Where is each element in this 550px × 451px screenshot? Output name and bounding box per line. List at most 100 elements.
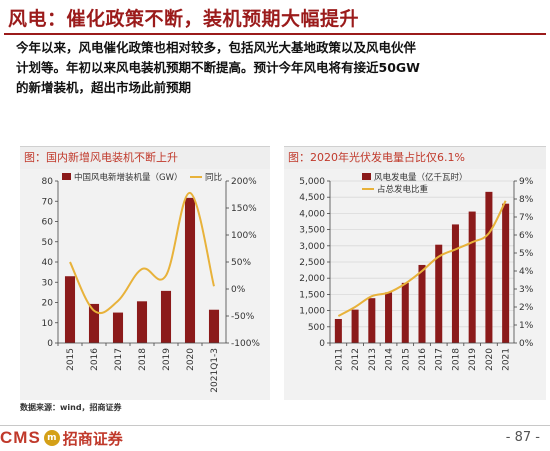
legend-label-line: 同比	[205, 172, 222, 183]
bar	[401, 282, 409, 343]
bar	[351, 309, 359, 343]
logo-cms-text: CMS	[0, 428, 41, 447]
y-left-tick-label: 1,000	[299, 307, 325, 317]
x-tick-label: 2011	[334, 348, 344, 371]
y-left-tick-label: 0	[47, 339, 53, 349]
page-number: - 87 -	[505, 430, 540, 445]
company-logo: CMS m 招商证券	[0, 428, 123, 448]
bar	[368, 298, 376, 343]
body-line-2: 计划等。年初以来风电装机预期不断提高。预计今年风电将有接近50GW	[16, 60, 420, 75]
y-right-tick-label: 4%	[519, 267, 534, 277]
x-tick-label: 2019	[468, 348, 478, 371]
x-tick-label: 2018	[451, 348, 461, 371]
y-right-tick-label: 50%	[231, 258, 251, 268]
y-left-tick-label: 0	[319, 339, 325, 349]
y-right-tick-label: 8%	[519, 195, 534, 205]
y-right-tick-label: 150%	[231, 204, 257, 214]
title-divider	[4, 33, 546, 35]
x-tick-label: 2012	[351, 348, 361, 371]
y-right-tick-label: 5%	[519, 249, 534, 259]
x-tick-label: 2020	[485, 348, 495, 371]
bar	[136, 301, 148, 343]
legend-label-bar: 中国风电新增装机量（GW）	[74, 172, 183, 183]
y-left-tick-label: 5,000	[299, 177, 325, 187]
legend-label-bar: 风电发电量（亿千瓦时）	[374, 172, 468, 183]
y-right-tick-label: 100%	[231, 231, 257, 241]
chart-title: 图：国内新增风电装机不断上升	[20, 147, 270, 169]
bar	[385, 292, 393, 343]
y-left-tick-label: 4,000	[299, 209, 325, 219]
x-tick-label: 2016	[418, 348, 428, 371]
body-line-1: 今年以来，风电催化政策也相对较多，包括风光大基地政策以及风电伙伴	[16, 40, 417, 55]
wind-installation-chart-panel: 图：国内新增风电装机不断上升 0 10 20 30 40 50 60 70 80 -100% -50…	[20, 146, 270, 400]
bar	[334, 318, 342, 343]
x-tick-label: 2021Q1-3	[210, 348, 220, 393]
x-tick-label: 2018	[138, 348, 148, 371]
x-tick-label: 2017	[435, 348, 445, 371]
bar	[184, 197, 196, 343]
bar	[64, 276, 76, 343]
y-left-tick-label: 10	[42, 319, 54, 329]
y-right-tick-label: -50%	[231, 312, 255, 322]
x-tick-label: 2015	[66, 348, 76, 371]
bar	[112, 312, 124, 343]
page-title: 风电：催化政策不断，装机预期大幅提升	[8, 8, 360, 30]
y-left-tick-label: 4,500	[299, 193, 325, 203]
footer-divider	[0, 425, 550, 426]
y-right-tick-label: 2%	[519, 303, 534, 313]
bar	[468, 211, 476, 343]
bar	[502, 203, 510, 343]
bar	[418, 264, 426, 343]
bar	[160, 290, 172, 343]
y-right-tick-label: 3%	[519, 285, 534, 295]
x-tick-label: 2015	[401, 348, 411, 371]
bar	[485, 191, 493, 343]
wind-installation-chart: 0 10 20 30 40 50 60 70 80 -100% -50% 0% 50% 100% 150% 2…	[42, 172, 261, 393]
y-left-tick-label: 2,000	[299, 274, 325, 284]
chart-title: 图：2020年光伏发电量占比仅6.1%	[284, 147, 546, 169]
y-left-tick-label: 50	[42, 238, 54, 248]
body-line-3: 的新增装机，超出市场此前预期	[16, 80, 192, 95]
x-tick-label: 2017	[114, 348, 124, 371]
bar	[208, 309, 220, 343]
y-right-tick-label: 200%	[231, 177, 257, 187]
x-tick-label: 2021	[502, 348, 512, 371]
y-left-tick-label: 80	[42, 177, 54, 187]
x-tick-label: 2019	[162, 348, 172, 371]
y-left-tick-label: 3,000	[299, 242, 325, 252]
data-source: 数据来源：wind，招商证券	[20, 403, 122, 412]
legend-swatch-bar	[362, 173, 371, 180]
y-left-tick-label: 2,500	[299, 258, 325, 268]
wind-generation-chart-panel: 图：2020年光伏发电量占比仅6.1% 0 500 1,000 1,500 2,000 2…	[284, 146, 546, 400]
wind-generation-chart: 0 500 1,000 1,500 2,000 2,500 3,000 3,500 4,000 4…	[299, 172, 534, 371]
y-left-tick-label: 70	[42, 197, 54, 207]
y-right-tick-label: -100%	[231, 339, 260, 349]
ratio-line	[69, 191, 215, 315]
bar	[88, 303, 100, 343]
bar	[435, 244, 443, 343]
x-tick-label: 2020	[186, 348, 196, 371]
bar	[451, 224, 459, 343]
y-right-tick-label: 9%	[519, 177, 534, 187]
y-left-tick-label: 1,500	[299, 290, 325, 300]
legend-swatch-bar	[62, 173, 71, 180]
logo-company-name: 招商证券	[62, 429, 123, 448]
x-tick-label: 2016	[90, 348, 100, 371]
logo-mark-icon: m	[43, 430, 60, 446]
y-left-tick-label: 500	[308, 323, 325, 333]
y-left-tick-label: 40	[42, 258, 54, 268]
x-tick-label: 2013	[368, 348, 378, 371]
y-left-tick-label: 60	[42, 218, 54, 228]
y-left-tick-label: 20	[42, 299, 54, 309]
y-right-tick-label: 6%	[519, 231, 534, 241]
y-left-tick-label: 3,500	[299, 226, 325, 236]
y-right-tick-label: 0%	[231, 285, 246, 295]
y-right-tick-label: 0%	[519, 339, 534, 349]
x-tick-label: 2014	[385, 348, 395, 371]
y-right-tick-label: 1%	[519, 321, 534, 331]
y-right-tick-label: 7%	[519, 213, 534, 223]
legend-label-line: 占总发电比重	[377, 184, 429, 195]
y-left-tick-label: 30	[42, 278, 54, 288]
body-paragraph: 今年以来，风电催化政策也相对较多，包括风光大基地政策以及风电伙伴 计划等。年初以…	[16, 38, 536, 98]
ratio-line	[337, 200, 507, 317]
